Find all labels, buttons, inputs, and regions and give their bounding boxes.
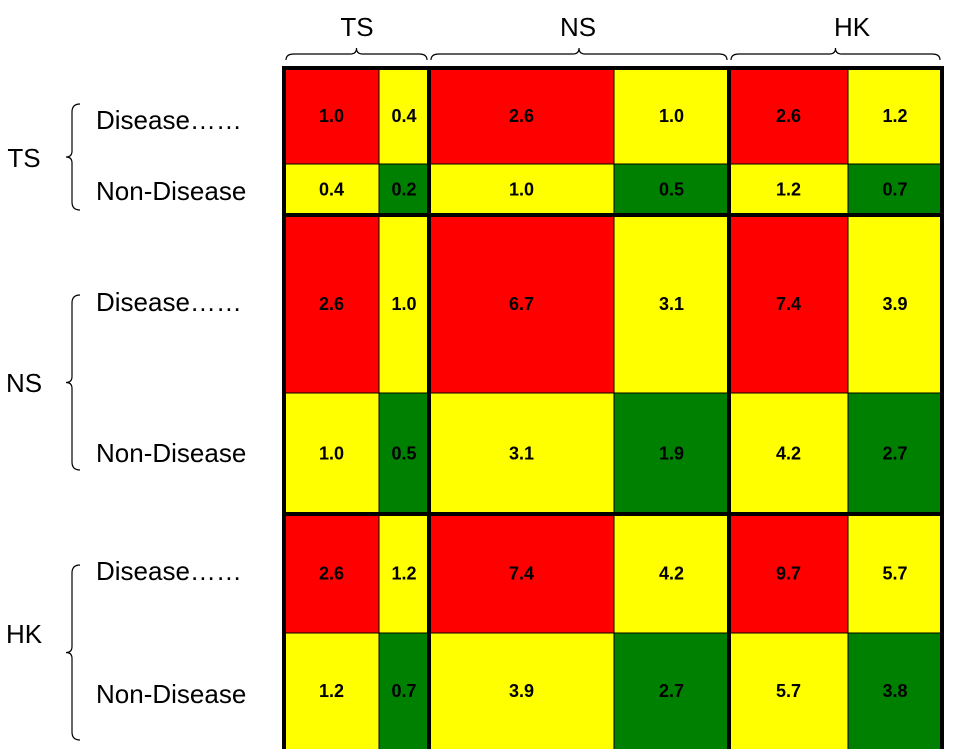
heatmap-cell [379,215,429,393]
heatmap-cell [379,393,429,514]
cell-value-label: 5.7 [776,681,801,701]
heatmap-cell [729,393,848,514]
row-group-brace [65,103,81,211]
cell-value-label: 2.7 [659,681,684,701]
row-label-disease: Disease…… [96,287,242,317]
heatmap-cell [284,215,379,393]
heatmap-cell [379,514,429,633]
cell-value-label: 2.6 [776,106,801,126]
row-group-label: HK [6,619,43,649]
heatmap-cell [848,514,942,633]
heatmap-cell [284,164,379,215]
row-group-label: NS [6,368,42,398]
cell-value-label: 1.2 [319,681,344,701]
heatmap-cell [284,633,379,749]
heatmap-cell [729,68,848,164]
cell-value-label: 1.2 [391,564,416,584]
cell-value-label: 2.7 [882,444,907,464]
heatmap-cell [429,514,614,633]
heatmap-cell [429,68,614,164]
cell-value-label: 1.2 [882,106,907,126]
cell-value-label: 7.4 [509,564,534,584]
row-label-non-disease: Non-Disease [96,176,246,206]
cell-value-label: 7.4 [776,294,801,314]
cell-value-label: 1.0 [391,294,416,314]
cell-value-label: 2.6 [319,294,344,314]
cell-value-label: 1.9 [659,444,684,464]
column-group-brace [430,47,728,61]
cell-value-label: 1.0 [509,180,534,200]
column-group-brace [285,47,428,61]
cell-value-label: 1.0 [319,444,344,464]
heatmap-cell [429,215,614,393]
row-label-non-disease: Non-Disease [96,438,246,468]
cell-value-label: 9.7 [776,564,801,584]
heatmap-cell [729,633,848,749]
cell-value-label: 0.5 [391,444,416,464]
heatmap-cell [848,68,942,164]
heatmap-cell [848,633,942,749]
cell-value-label: 2.6 [509,106,534,126]
column-group-brace [730,47,941,61]
heatmap-cell [614,633,729,749]
cell-value-label: 1.0 [659,106,684,126]
cell-value-label: 0.5 [659,180,684,200]
heatmap-cell [614,68,729,164]
row-group-brace [65,294,81,471]
cell-value-label: 3.9 [882,294,907,314]
heatmap-cell [729,514,848,633]
heatmap-cell [284,393,379,514]
heatmap-cell [614,514,729,633]
heatmap-cell [848,215,942,393]
heatmap-cell [379,68,429,164]
heatmap-cell [614,215,729,393]
heatmap-cell [848,393,942,514]
heatmap-cell [848,164,942,215]
row-label-non-disease: Non-Disease [96,679,246,709]
cell-value-label: 0.4 [319,180,344,200]
heatmap-cell [379,164,429,215]
cell-value-label: 3.8 [882,681,907,701]
heatmap-cell [284,514,379,633]
column-group-label: NS [560,12,596,42]
cell-value-label: 0.7 [882,180,907,200]
cell-value-label: 6.7 [509,294,534,314]
row-group-brace [65,564,81,741]
cell-value-label: 3.1 [509,444,534,464]
cell-value-label: 5.7 [882,564,907,584]
heatmap-cell [729,215,848,393]
heatmap-cell [379,633,429,749]
heatmap-cell [429,633,614,749]
heatmap-cell [284,68,379,164]
cell-value-label: 0.7 [391,681,416,701]
cell-value-label: 1.0 [319,106,344,126]
row-label-disease: Disease…… [96,556,242,586]
heatmap-cell [429,164,614,215]
cell-value-label: 3.9 [509,681,534,701]
heatmap-cell [429,393,614,514]
cell-value-label: 2.6 [319,564,344,584]
row-group-label: TS [7,143,40,173]
column-group-label: HK [834,12,871,42]
heatmap-cell [614,164,729,215]
cell-value-label: 1.2 [776,180,801,200]
cell-value-label: 0.4 [391,106,416,126]
row-label-disease: Disease…… [96,105,242,135]
cell-value-label: 4.2 [776,444,801,464]
cell-value-label: 4.2 [659,564,684,584]
column-group-label: TS [340,12,373,42]
cell-value-label: 3.1 [659,294,684,314]
heatmap-cell [729,164,848,215]
cell-value-label: 0.2 [391,180,416,200]
heatmap-cell [614,393,729,514]
